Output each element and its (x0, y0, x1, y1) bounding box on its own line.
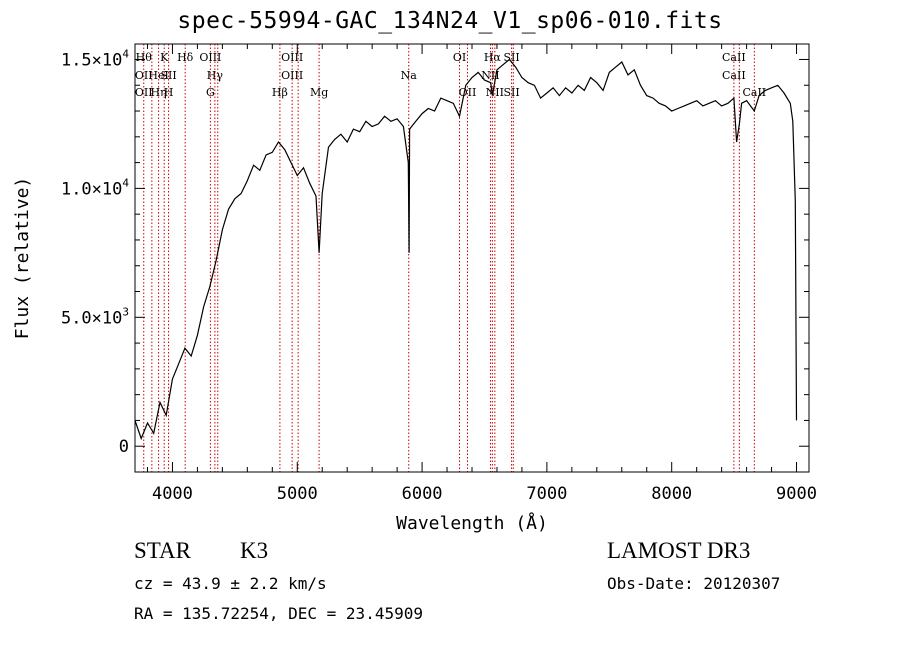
object-class: STAR (134, 538, 191, 563)
plot-frame (134, 43, 810, 473)
line-label: Hβ (272, 86, 288, 99)
spectrum-series (134, 58, 798, 441)
line-label: K (160, 51, 169, 64)
line-label: SII (503, 86, 519, 99)
line-label: OII (459, 86, 477, 99)
survey-name: LAMOST DR3 (607, 538, 751, 563)
line-label: CaII (722, 51, 746, 64)
x-tick-label: 9000 (776, 484, 817, 504)
line-label: SII (503, 51, 519, 64)
line-label: Hθ (136, 51, 153, 64)
line-label: OIII (199, 51, 221, 64)
chart-title: spec-55994-GAC_134N24_V1_sp06-010.fits (177, 8, 723, 34)
x-tick-label: 8000 (651, 484, 692, 504)
y-axis-label: Flux (relative) (12, 177, 33, 340)
line-label: Mg (310, 86, 328, 99)
redshift-text: cz = 43.9 ± 2.2 km/s (134, 574, 327, 593)
line-label: NII (481, 69, 499, 82)
x-tick-label: 4000 (152, 484, 193, 504)
line-label: H (164, 86, 174, 99)
x-tick-label: 5000 (277, 484, 318, 504)
line-label: Na (401, 69, 418, 82)
line-label: NII (486, 86, 504, 99)
x-axis-label: Wavelength (Å) (396, 512, 548, 534)
object-subclass: K3 (240, 538, 269, 563)
y-tick-label: 0 (119, 437, 129, 457)
line-label: OII (135, 69, 153, 82)
y-tick-label: 1.5×104 (61, 47, 129, 70)
line-label: CaII (742, 86, 766, 99)
radec-text: RA = 135.72254, DEC = 23.45909 (134, 604, 423, 623)
y-tick-label: 5.0×103 (61, 305, 129, 328)
line-label: OIII (281, 69, 303, 82)
axis-ticks: 4000 5000 6000 7000 8000 9000 0 5.0×103 1.0×104 1… (61, 44, 817, 504)
line-label: Hη (150, 86, 166, 99)
line-label: Hγ (207, 69, 224, 82)
line-label: CaII (722, 69, 746, 82)
y-tick-label: 1.0×104 (61, 176, 129, 199)
obs-date-text: Obs-Date: 20120307 (607, 574, 781, 593)
line-label: G (206, 86, 215, 99)
line-label: Hα (484, 51, 502, 64)
line-label: OI (453, 51, 466, 64)
line-label: HeI (148, 69, 168, 82)
line-label: SII (160, 69, 176, 82)
x-tick-label: 7000 (526, 484, 567, 504)
line-label: Hδ (177, 51, 194, 64)
line-label: OIII (281, 51, 303, 64)
line-label: OII (135, 86, 153, 99)
x-tick-label: 6000 (402, 484, 443, 504)
line-markers (143, 44, 755, 472)
